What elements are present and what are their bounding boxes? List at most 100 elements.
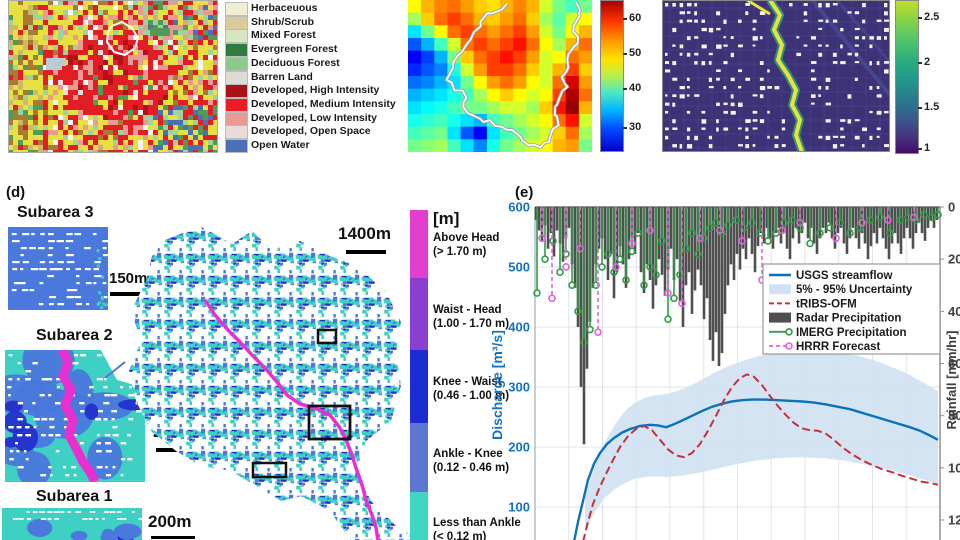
colorbar-tick-mark <box>623 53 627 55</box>
depth-class-range: (1.00 - 1.70 m) <box>433 318 510 330</box>
svg-text:HRRR Forecast: HRRR Forecast <box>796 341 881 353</box>
legend-label: Shrub/Scrub <box>251 15 315 28</box>
svg-text:40: 40 <box>948 304 960 319</box>
svg-text:tRIBS-OFM: tRIBS-OFM <box>796 298 857 310</box>
colorbar-tick-mark <box>918 148 922 150</box>
diagonal-road <box>835 0 890 63</box>
legend-swatch <box>225 84 248 99</box>
colorbar-tick-mark <box>623 88 627 90</box>
svg-text:600: 600 <box>508 200 530 215</box>
flood-depth-urban-map <box>662 0 890 152</box>
main-river <box>203 299 380 540</box>
legend-swatch <box>225 70 248 85</box>
legend-label: Barren Land <box>251 70 313 83</box>
depth-class-label: Above Head <box>433 232 500 244</box>
viridis-colorbar-tick: 1 <box>924 142 931 154</box>
svg-text:5% - 95% Uncertainty: 5% - 95% Uncertainty <box>796 284 913 296</box>
colorbar-tick-mark <box>623 127 627 129</box>
flood-depth-colorbar <box>410 210 428 540</box>
svg-text:80: 80 <box>948 408 960 423</box>
subarea-3-title: Subarea 3 <box>17 204 94 221</box>
subarea-1-locator-box <box>251 461 288 479</box>
subarea-3-scalebar-label: 150m <box>109 270 148 287</box>
legend-swatch <box>225 139 248 153</box>
svg-text:100: 100 <box>508 500 530 515</box>
subarea-1-title: Subarea 1 <box>36 488 113 505</box>
svg-text:IMERG Precipitation: IMERG Precipitation <box>796 327 907 339</box>
svg-text:120: 120 <box>948 512 960 527</box>
tribs-ofm-line <box>582 373 939 540</box>
colorbar-tick-mark <box>918 62 922 64</box>
river-branch <box>746 0 771 16</box>
svg-text:200: 200 <box>508 440 530 455</box>
land-cover-map <box>8 0 218 153</box>
jet-colorbar-tick: 60 <box>629 12 642 24</box>
legend-swatch <box>225 2 248 16</box>
watershed-flood-extent <box>129 226 410 540</box>
depth-class-label: Knee - Waist <box>433 376 502 388</box>
panel-d-label: (d) <box>6 184 26 201</box>
depth-colorbar-segment <box>410 210 428 278</box>
svg-text:Radar Precipitation: Radar Precipitation <box>796 313 901 325</box>
legend-label: Open Water <box>251 139 310 151</box>
legend-label: Developed, High Intensity <box>251 84 380 97</box>
legend-label: Evergreen Forest <box>251 43 338 56</box>
discharge-axis-title: Discharge [m³/s] <box>490 330 505 440</box>
depth-colorbar-segment <box>410 423 428 492</box>
watershed-flood-map <box>129 226 410 540</box>
main-map-scalebar-label: 1400m <box>338 224 391 243</box>
colorbar-tick-mark <box>918 17 922 19</box>
subarea-3-scalebar <box>110 292 148 296</box>
subarea-2-locator-box <box>307 404 352 441</box>
watershed-outline <box>445 1 581 149</box>
discharge-tick-labels: 600 500 400 300 200 100 <box>508 200 530 515</box>
legend-swatch <box>225 29 248 44</box>
jet-colorbar-tick: 50 <box>629 47 642 59</box>
viridis-colorbar-tick: 1.5 <box>924 101 940 113</box>
viridis-colorbar-tick: 2.5 <box>924 11 940 23</box>
legend-label: Deciduous Forest <box>251 56 340 69</box>
depth-colorbar-segment <box>410 350 428 423</box>
building-dashes <box>11 233 108 310</box>
rainfall-tick-labels: 0 20 40 60 80 100 120 <box>940 200 960 527</box>
depth-class-range: (> 1.70 m) <box>433 246 487 258</box>
svg-text:500: 500 <box>508 260 530 275</box>
svg-text:100: 100 <box>948 460 960 475</box>
hydrograph-chart: 600 500 400 300 200 100 0 20 40 60 80 100 120 Dischar… <box>490 200 960 540</box>
legend-label: Developed, Low Intensity <box>251 111 378 124</box>
legend-swatch <box>225 15 248 30</box>
subarea-1-map <box>2 508 142 540</box>
legend-label: Developed, Medium Intensity <box>251 97 396 110</box>
depth-colorbar-segment <box>410 492 428 540</box>
building-dashes <box>7 354 143 477</box>
svg-text:USGS streamflow: USGS streamflow <box>796 270 893 282</box>
hrrr-forecast-stems <box>538 207 918 336</box>
svg-text:300: 300 <box>508 380 530 395</box>
flood-depth-legend-title: [m] <box>433 209 460 228</box>
panel-e-label: (e) <box>515 184 534 201</box>
depth-class-range: (0.12 - 0.46 m) <box>433 462 510 474</box>
rainfall-heatmap-map <box>408 0 592 152</box>
depth-class-label: Waist - Head <box>433 304 502 316</box>
viridis-colorbar-tick: 2 <box>924 56 931 68</box>
viridis-colorbar <box>895 0 919 154</box>
svg-text:60: 60 <box>948 356 960 371</box>
depth-colorbar-segment <box>410 278 428 350</box>
colorbar-tick-mark <box>623 18 627 20</box>
svg-text:20: 20 <box>948 252 960 267</box>
jet-colorbar-tick: 30 <box>629 121 642 133</box>
legend-swatch <box>225 111 248 126</box>
legend-swatch <box>225 97 248 112</box>
depth-class-label: Less than Ankle <box>433 517 521 529</box>
subarea-3-locator-box <box>316 328 338 345</box>
depth-class-range: (< 0.12 m) <box>433 531 487 540</box>
chart-legend: USGS streamflow 5% - 95% Uncertainty tRIBS… <box>762 263 941 355</box>
subarea-1-scalebar-label: 200m <box>148 512 192 531</box>
rainfall-axis-title: Rainfall [mm/hr] <box>944 331 959 430</box>
building-footprints <box>665 3 890 149</box>
legend-swatch <box>225 56 248 71</box>
land-cover-legend: Herbaceuous Shrub/Scrub Mixed Forest Evergr… <box>225 0 400 160</box>
depth-class-label: Ankle - Knee <box>433 448 503 460</box>
main-map-scalebar <box>346 250 386 254</box>
